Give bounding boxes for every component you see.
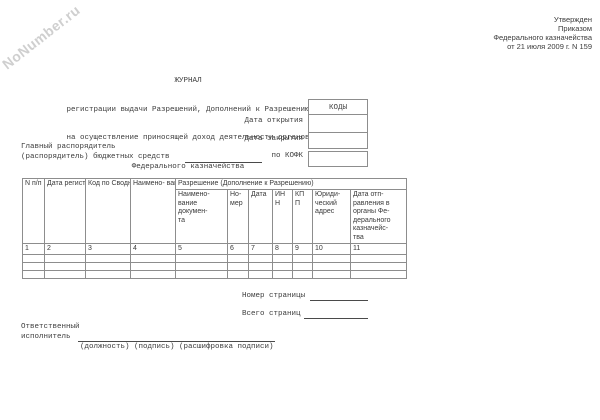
table-empty-cell (227, 269, 249, 279)
table-empty-cell (85, 261, 131, 271)
table-empty-cell (175, 261, 228, 271)
table-empty-cell (44, 269, 86, 279)
grantor-line2: (распорядитель) бюджетных средств (21, 153, 170, 161)
table-numbers-row: 1 2 3 4 5 6 7 8 9 10 11 (22, 243, 408, 255)
col-number-cell: 5 (175, 243, 228, 255)
registry-table: N п/п Дата регист- рации доку- мента Код… (22, 178, 408, 279)
codes-label-kofk: по КОФК (271, 152, 303, 160)
table-empty-cell (292, 261, 313, 271)
table-empty-cell (130, 269, 176, 279)
table-empty-cell (312, 269, 351, 279)
table-empty-cell (130, 253, 176, 263)
col-number-cell: 3 (85, 243, 131, 255)
executor-line2: исполнитель (21, 333, 71, 341)
table-empty-cell (272, 269, 293, 279)
approval-line: Федерального казначейства (493, 33, 592, 42)
table-empty-cell (248, 253, 273, 263)
table-empty-cell (248, 261, 273, 271)
title-line: регистрации выдачи Разрешений, Дополнени… (66, 105, 310, 114)
col-group-header-permission: Разрешение (Дополнение к Разрешению) (174, 178, 408, 190)
table-empty-cell (175, 253, 228, 263)
table-empty-cell (272, 253, 293, 263)
col-number-cell: 6 (227, 243, 249, 255)
col-number-cell: 10 (312, 243, 351, 255)
table-empty-cell (312, 261, 351, 271)
col-number-cell: 11 (349, 243, 408, 255)
approval-line: от 21 июля 2009 г. N 159 (507, 42, 592, 51)
table-empty-cell (85, 253, 131, 263)
col-header-kpp: КП П (292, 189, 313, 244)
codes-box: КОДЫ (308, 99, 368, 167)
codes-cell-kofk (308, 151, 368, 167)
table-empty-cell (349, 261, 408, 271)
table-empty-cell (292, 269, 313, 279)
table-empty-cell (85, 269, 131, 279)
total-pages-label: Всего страниц (242, 310, 301, 318)
codes-cell-date-open (308, 114, 368, 133)
table-empty-cell (349, 269, 408, 279)
col-header-reg-date: Дата регист- рации доку- мента (44, 178, 86, 244)
codes-label-date-open: Дата открытия (244, 117, 303, 125)
table-empty-cell (22, 261, 45, 271)
col-number-cell: 8 (272, 243, 293, 255)
col-header-registry-code: Код по Сводному реестру (85, 178, 131, 244)
table-header-row-2: Наимено- вание докумен- та Но- мер Дата … (23, 189, 408, 244)
table-empty-cell (22, 253, 45, 263)
table-empty-cell (227, 253, 249, 263)
signature-line (78, 340, 275, 342)
title-line: ЖУРНАЛ (174, 77, 202, 85)
table-empty-cell (175, 269, 228, 279)
col-header-sent-date: Дата отп- равления в органы Фе- дерально… (349, 189, 408, 244)
table-empty-cell (272, 261, 293, 271)
codes-cell-date-close (308, 132, 368, 149)
col-header-date: Дата (248, 189, 273, 244)
table-empty-cell (248, 269, 273, 279)
table-empty-row (22, 253, 408, 263)
title-line: на осуществление приносящей доход деятел… (66, 134, 310, 142)
page-number-fill-line (310, 299, 368, 301)
col-number-cell: 2 (44, 243, 86, 255)
codes-label-date-close: Дата закрытия (244, 135, 303, 143)
table-empty-cell (349, 253, 408, 263)
codes-header-cell: КОДЫ (308, 99, 368, 115)
document-title: ЖУРНАЛ регистрации выдачи Разрешений, До… (0, 58, 376, 191)
signature-caption: (должность) (подпись) (расшифровка подпи… (80, 343, 274, 351)
table-empty-cell (22, 269, 45, 279)
col-number-cell: 9 (292, 243, 313, 255)
col-header-recipient-name: Наимено- вание распоря- дителя (получа- … (130, 178, 176, 244)
title-line: Федерального казначейства (131, 162, 245, 171)
col-header-number: Но- мер (227, 189, 249, 244)
table-empty-cell (44, 253, 86, 263)
total-pages-fill-line (304, 317, 368, 319)
grantor-line1: Главный распорядитель (21, 143, 116, 151)
page-number-label: Номер страницы (242, 292, 306, 300)
executor-line1: Ответственный (21, 323, 80, 331)
table-empty-cell (292, 253, 313, 263)
col-header-npp: N п/п (22, 178, 45, 244)
table-header-row-1: N п/п Дата регист- рации доку- мента Код… (22, 178, 408, 244)
col-header-legal-address: Юриди- ческий адрес (312, 189, 351, 244)
table-empty-cell (312, 253, 351, 263)
table-empty-cell (227, 261, 249, 271)
approval-line: Приказом (558, 24, 592, 33)
col-header-inn: ИН Н (272, 189, 293, 244)
table-empty-row (22, 269, 408, 279)
col-number-cell: 1 (22, 243, 45, 255)
approval-block: Утвержден Приказом Федерального казначей… (493, 15, 592, 51)
grantor-fill-line (185, 161, 262, 163)
approval-line: Утвержден (553, 15, 592, 24)
col-number-cell: 4 (130, 243, 176, 255)
table-empty-cell (130, 261, 176, 271)
registry-table-body: N п/п Дата регист- рации доку- мента Код… (22, 178, 408, 279)
table-empty-cell (44, 261, 86, 271)
table-empty-row (22, 261, 408, 271)
col-header-doc-name: Наимено- вание докумен- та (175, 189, 228, 244)
col-number-cell: 7 (248, 243, 273, 255)
